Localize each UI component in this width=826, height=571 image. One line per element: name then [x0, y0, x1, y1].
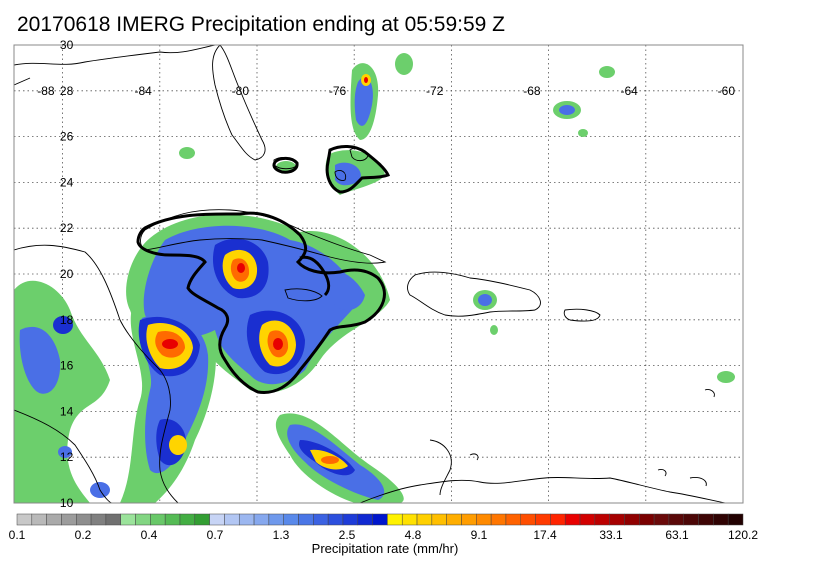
colorbar-swatch: [624, 513, 640, 526]
colorbar-tick-label: 9.1: [471, 528, 488, 542]
lat-tick-label: 20: [60, 267, 74, 281]
colorbar-swatch: [401, 513, 418, 526]
colorbar-swatch: [90, 513, 107, 526]
colorbar-swatch: [224, 513, 240, 526]
colorbar-swatch: [194, 513, 210, 526]
colorbar-swatch: [476, 513, 492, 526]
lat-tick-label: 22: [60, 221, 74, 235]
lon-tick-label: -72: [426, 84, 444, 98]
latitude-labels: 30 28 26 24 22 20 18 16 14 12 10: [60, 38, 74, 510]
colorbar-swatch: [253, 513, 270, 526]
lat-tick-label: 28: [60, 84, 74, 98]
lat-tick-label: 30: [60, 38, 74, 52]
colorbar-swatch: [150, 513, 166, 526]
colorbar-tick-label: 0.1: [9, 528, 26, 542]
colorbar-tick-label: 33.1: [599, 528, 623, 542]
colorbar-swatch: [727, 513, 744, 526]
longitude-labels: -88 -84 -80 -76 -72 -68 -64 -60: [37, 84, 735, 98]
colorbar-swatch: [387, 513, 403, 526]
colorbar-swatch: [268, 513, 284, 526]
colorbar-swatch: [209, 513, 225, 526]
colorbar-swatch: [653, 513, 670, 526]
colorbar-swatch: [609, 513, 625, 526]
colorbar-swatch: [431, 513, 447, 526]
colorbar-swatch: [342, 513, 359, 526]
colorbar-tick-label: 17.4: [533, 528, 557, 542]
colorbar-tick-label: 2.5: [339, 528, 356, 542]
colorbar-tick-label: 0.7: [207, 528, 224, 542]
lon-tick-label: -80: [232, 84, 250, 98]
colorbar-swatch: [298, 513, 314, 526]
colorbar-swatch: [16, 513, 33, 526]
colorbar-tick-labels: 0.1 0.2 0.4 0.7 1.3 2.5 4.8 9.1 17.4 33.1 63.1 120.…: [9, 528, 759, 542]
colorbar-swatch: [238, 513, 255, 526]
colorbar-swatch: [164, 513, 181, 526]
lat-tick-label: 18: [60, 313, 74, 327]
colorbar-tick-label: 0.2: [75, 528, 92, 542]
colorbar-swatch: [313, 513, 329, 526]
colorbar-tick-label: 0.4: [141, 528, 158, 542]
colorbar-swatch: [713, 513, 729, 526]
lon-tick-label: -88: [37, 84, 55, 98]
colorbar-swatch: [46, 513, 62, 526]
colorbar-swatch: [76, 513, 92, 526]
lat-tick-label: 16: [60, 359, 74, 373]
colorbar-swatch: [357, 513, 373, 526]
colorbar-swatch: [579, 513, 596, 526]
colorbar: [16, 513, 744, 526]
colorbar-swatch: [179, 513, 196, 526]
contour-outlines: [136, 145, 390, 395]
colorbar-swatch: [550, 513, 566, 526]
colorbar-swatch: [520, 513, 536, 526]
plot-frame: [13, 44, 744, 504]
colorbar-swatch: [594, 513, 610, 526]
colorbar-swatch: [461, 513, 477, 526]
colorbar-tick-label: 4.8: [405, 528, 422, 542]
colorbar-swatch: [372, 513, 388, 526]
colorbar-swatch: [61, 513, 77, 526]
colorbar-swatch: [135, 513, 151, 526]
lat-tick-label: 12: [60, 450, 74, 464]
colorbar-swatch: [639, 513, 655, 526]
lat-tick-label: 24: [60, 175, 74, 189]
colorbar-swatch: [105, 513, 121, 526]
colorbar-tick-label: 1.3: [273, 528, 290, 542]
map-title: 20170618 IMERG Precipitation ending at 0…: [17, 13, 505, 36]
colorbar-swatch: [698, 513, 714, 526]
colorbar-tick-label: 63.1: [665, 528, 689, 542]
colorbar-swatch: [535, 513, 551, 526]
lon-tick-label: -68: [523, 84, 541, 98]
lon-tick-label: -84: [134, 84, 152, 98]
colorbar-swatch: [446, 513, 462, 526]
coastlines: [14, 45, 726, 503]
colorbar-swatch: [120, 513, 136, 526]
colorbar-swatch: [490, 513, 507, 526]
colorbar-swatch: [283, 513, 299, 526]
colorbar-swatch: [683, 513, 699, 526]
colorbar-swatch: [668, 513, 684, 526]
colorbar-swatch: [31, 513, 47, 526]
lat-tick-label: 14: [60, 404, 74, 418]
colorbar-tick-label: 120.2: [728, 528, 758, 542]
lon-tick-label: -64: [620, 84, 638, 98]
lon-tick-label: -60: [718, 84, 736, 98]
lat-tick-label: 10: [60, 496, 74, 510]
lon-tick-label: -76: [329, 84, 347, 98]
lat-tick-label: 26: [60, 130, 74, 144]
colorbar-swatch: [416, 513, 433, 526]
colorbar-label: Precipitation rate (mm/hr): [311, 541, 459, 556]
colorbar-swatch: [327, 513, 344, 526]
colorbar-swatch: [505, 513, 522, 526]
precip-max-core: [162, 77, 368, 350]
colorbar-swatch: [564, 513, 581, 526]
